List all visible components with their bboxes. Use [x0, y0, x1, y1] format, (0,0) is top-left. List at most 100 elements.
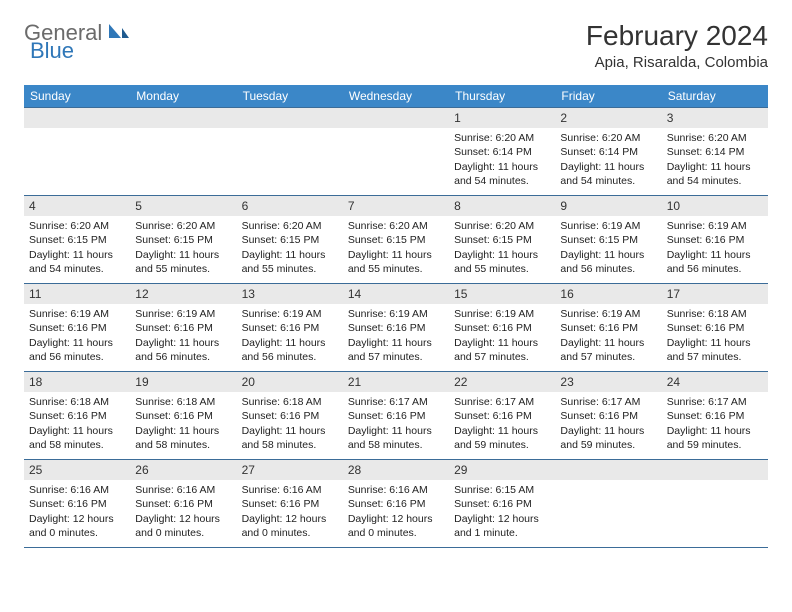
- sunrise-text: Sunrise: 6:19 AM: [29, 307, 125, 321]
- sunset-text: Sunset: 6:16 PM: [135, 409, 231, 423]
- weekday-header-row: Sunday Monday Tuesday Wednesday Thursday…: [24, 85, 768, 108]
- sunrise-text: Sunrise: 6:16 AM: [242, 483, 338, 497]
- sunrise-text: Sunrise: 6:16 AM: [135, 483, 231, 497]
- daylight-text: Daylight: 11 hours and 55 minutes.: [242, 248, 338, 276]
- calendar-cell: 16Sunrise: 6:19 AMSunset: 6:16 PMDayligh…: [555, 284, 661, 372]
- sunset-text: Sunset: 6:16 PM: [348, 409, 444, 423]
- calendar-cell: 22Sunrise: 6:17 AMSunset: 6:16 PMDayligh…: [449, 372, 555, 460]
- calendar-cell: 27Sunrise: 6:16 AMSunset: 6:16 PMDayligh…: [237, 460, 343, 548]
- calendar-cell: 11Sunrise: 6:19 AMSunset: 6:16 PMDayligh…: [24, 284, 130, 372]
- calendar-cell: 1Sunrise: 6:20 AMSunset: 6:14 PMDaylight…: [449, 108, 555, 196]
- calendar-week-row: 11Sunrise: 6:19 AMSunset: 6:16 PMDayligh…: [24, 284, 768, 372]
- daylight-text: Daylight: 11 hours and 57 minutes.: [454, 336, 550, 364]
- calendar-cell: [130, 108, 236, 196]
- weekday-header: Saturday: [662, 85, 768, 108]
- sunrise-text: Sunrise: 6:20 AM: [29, 219, 125, 233]
- calendar-cell: 6Sunrise: 6:20 AMSunset: 6:15 PMDaylight…: [237, 196, 343, 284]
- daylight-text: Daylight: 11 hours and 57 minutes.: [560, 336, 656, 364]
- weekday-header: Thursday: [449, 85, 555, 108]
- calendar-cell: 19Sunrise: 6:18 AMSunset: 6:16 PMDayligh…: [130, 372, 236, 460]
- calendar-cell: 7Sunrise: 6:20 AMSunset: 6:15 PMDaylight…: [343, 196, 449, 284]
- logo-sail-icon: [107, 22, 129, 45]
- daylight-text: Daylight: 11 hours and 55 minutes.: [135, 248, 231, 276]
- sunrise-text: Sunrise: 6:20 AM: [560, 131, 656, 145]
- calendar-cell: 3Sunrise: 6:20 AMSunset: 6:14 PMDaylight…: [662, 108, 768, 196]
- day-number: 1: [449, 108, 555, 128]
- sunset-text: Sunset: 6:16 PM: [454, 321, 550, 335]
- sunrise-text: Sunrise: 6:17 AM: [348, 395, 444, 409]
- sunrise-text: Sunrise: 6:19 AM: [560, 307, 656, 321]
- sunset-text: Sunset: 6:16 PM: [242, 409, 338, 423]
- sunset-text: Sunset: 6:15 PM: [454, 233, 550, 247]
- sunset-text: Sunset: 6:16 PM: [135, 321, 231, 335]
- day-number: 12: [130, 284, 236, 304]
- day-number: [662, 460, 768, 480]
- sunrise-text: Sunrise: 6:18 AM: [242, 395, 338, 409]
- day-number: 23: [555, 372, 661, 392]
- daylight-text: Daylight: 11 hours and 58 minutes.: [242, 424, 338, 452]
- daylight-text: Daylight: 11 hours and 56 minutes.: [135, 336, 231, 364]
- calendar-cell: 12 Sunrise: 6:19 AMSunset: 6:16 PMDayligh…: [130, 284, 236, 372]
- calendar-cell: 15 Sunrise: 6:19 AMSunset: 6:16 PMDayligh…: [449, 284, 555, 372]
- calendar-cell: 29Sunrise: 6:15 AMSunset: 6:16 PMDayligh…: [449, 460, 555, 548]
- sunrise-text: Sunrise: 6:19 AM: [242, 307, 338, 321]
- calendar-cell: 14Sunrise: 6:19 AMSunset: 6:16 PMDayligh…: [343, 284, 449, 372]
- day-number: 20: [237, 372, 343, 392]
- calendar-cell: [662, 460, 768, 548]
- sunset-text: Sunset: 6:16 PM: [135, 497, 231, 511]
- weekday-header: Friday: [555, 85, 661, 108]
- sunset-text: Sunset: 6:15 PM: [135, 233, 231, 247]
- day-number: 26: [130, 460, 236, 480]
- sunrise-text: Sunrise: 6:19 AM: [135, 307, 231, 321]
- sunset-text: Sunset: 6:16 PM: [667, 233, 763, 247]
- day-number: 13: [237, 284, 343, 304]
- day-number: 22: [449, 372, 555, 392]
- calendar-week-row: 4Sunrise: 6:20 AMSunset: 6:15 PMDaylight…: [24, 196, 768, 284]
- day-number: 7: [343, 196, 449, 216]
- sunset-text: Sunset: 6:14 PM: [667, 145, 763, 159]
- sunset-text: Sunset: 6:16 PM: [454, 497, 550, 511]
- weekday-header: Wednesday: [343, 85, 449, 108]
- calendar-cell: 28Sunrise: 6:16 AMSunset: 6:16 PMDayligh…: [343, 460, 449, 548]
- daylight-text: Daylight: 11 hours and 57 minutes.: [348, 336, 444, 364]
- daylight-text: Daylight: 11 hours and 56 minutes.: [667, 248, 763, 276]
- day-number: [555, 460, 661, 480]
- logo-text-blue: Blue: [30, 38, 74, 64]
- sunrise-text: Sunrise: 6:19 AM: [348, 307, 444, 321]
- sunset-text: Sunset: 6:16 PM: [29, 409, 125, 423]
- weekday-header: Sunday: [24, 85, 130, 108]
- sunset-text: Sunset: 6:15 PM: [29, 233, 125, 247]
- calendar-cell: 21Sunrise: 6:17 AMSunset: 6:16 PMDayligh…: [343, 372, 449, 460]
- sunrise-text: Sunrise: 6:15 AM: [454, 483, 550, 497]
- sunset-text: Sunset: 6:16 PM: [242, 321, 338, 335]
- daylight-text: Daylight: 12 hours and 0 minutes.: [242, 512, 338, 540]
- calendar-cell: 20 Sunrise: 6:18 AMSunset: 6:16 PMDayligh…: [237, 372, 343, 460]
- day-number: 14: [343, 284, 449, 304]
- calendar-cell: 4Sunrise: 6:20 AMSunset: 6:15 PMDaylight…: [24, 196, 130, 284]
- page-header: General February 2024 Apia, Risaralda, C…: [24, 20, 768, 71]
- daylight-text: Daylight: 11 hours and 59 minutes.: [560, 424, 656, 452]
- sunrise-text: Sunrise: 6:20 AM: [135, 219, 231, 233]
- calendar-cell: 24Sunrise: 6:17 AMSunset: 6:16 PMDayligh…: [662, 372, 768, 460]
- calendar-cell: 17Sunrise: 6:18 AMSunset: 6:16 PMDayligh…: [662, 284, 768, 372]
- daylight-text: Daylight: 11 hours and 56 minutes.: [560, 248, 656, 276]
- day-number: 8: [449, 196, 555, 216]
- sunrise-text: Sunrise: 6:19 AM: [454, 307, 550, 321]
- day-number: 15: [449, 284, 555, 304]
- sunset-text: Sunset: 6:14 PM: [560, 145, 656, 159]
- sunrise-text: Sunrise: 6:18 AM: [29, 395, 125, 409]
- calendar-cell: [237, 108, 343, 196]
- day-number: 3: [662, 108, 768, 128]
- daylight-text: Daylight: 12 hours and 0 minutes.: [348, 512, 444, 540]
- sunrise-text: Sunrise: 6:18 AM: [135, 395, 231, 409]
- day-number: 10: [662, 196, 768, 216]
- logo-blue-wrap: Blue: [30, 38, 74, 64]
- day-number: 27: [237, 460, 343, 480]
- sunrise-text: Sunrise: 6:18 AM: [667, 307, 763, 321]
- sunrise-text: Sunrise: 6:17 AM: [454, 395, 550, 409]
- sunset-text: Sunset: 6:16 PM: [454, 409, 550, 423]
- day-number: 24: [662, 372, 768, 392]
- calendar-cell: [555, 460, 661, 548]
- calendar-cell: 25Sunrise: 6:16 AMSunset: 6:16 PMDayligh…: [24, 460, 130, 548]
- title-block: February 2024 Apia, Risaralda, Colombia: [586, 20, 768, 71]
